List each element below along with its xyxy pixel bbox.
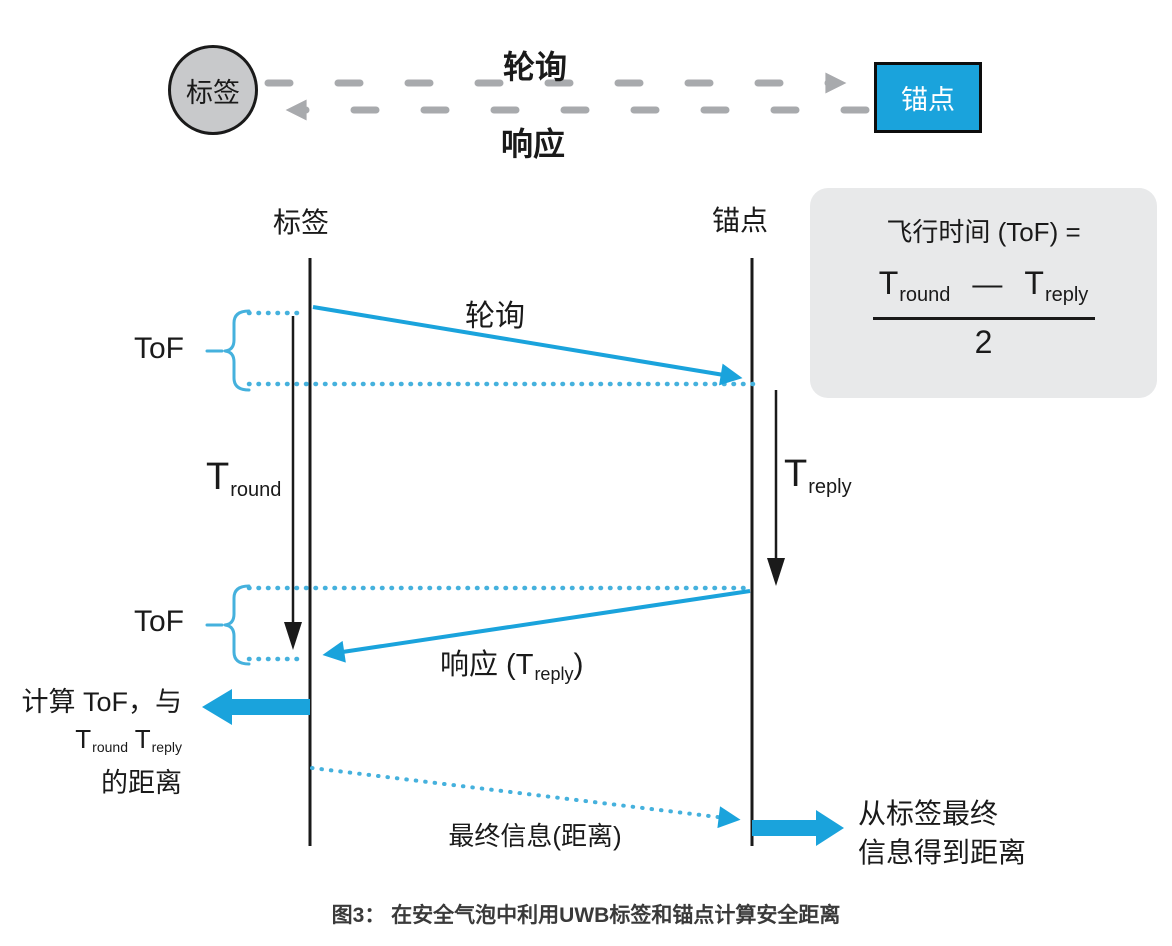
poll-arrow-label: 轮询 bbox=[465, 300, 525, 333]
distance-result-arrow bbox=[752, 810, 844, 846]
tof2-brace bbox=[205, 584, 251, 666]
tag-lifeline-header: 标签 bbox=[272, 207, 329, 238]
callout-t-round-sub: round bbox=[92, 739, 128, 755]
final-message-label: 最终信息(距离) bbox=[448, 821, 622, 851]
tag-node: 标签 bbox=[168, 45, 258, 135]
formula-minus-sign: — bbox=[972, 268, 1003, 301]
callout-t-reply-sub: reply bbox=[151, 739, 182, 755]
t-round-label: Tround bbox=[206, 456, 282, 501]
anchor-lifeline-header: 锚点 bbox=[711, 205, 768, 236]
compute-tof-callout: 计算 ToF，与 Tround Treply 的距离 bbox=[0, 684, 182, 802]
formula-t-round: Tround bbox=[878, 265, 951, 306]
t-reply-arrowhead bbox=[767, 558, 785, 586]
final-message-dotted-arrow bbox=[310, 766, 741, 829]
top-poll-label: 轮询 bbox=[502, 49, 567, 85]
response-message-arrow bbox=[322, 589, 751, 663]
poll-message-arrow bbox=[312, 305, 743, 386]
compute-tof-line1: 计算 ToF，与 bbox=[21, 687, 182, 717]
distance-result-line2: 信息得到距离 bbox=[858, 837, 1027, 868]
tof-label-top: ToF bbox=[133, 332, 184, 365]
anchor-node-label: 锚点 bbox=[901, 85, 955, 115]
tof-formula-box: 飞行时间 (ToF) = Tround — Treply 2 bbox=[810, 188, 1157, 398]
t-reply-sub: reply bbox=[808, 476, 852, 498]
top-response-label: 响应 bbox=[500, 126, 565, 162]
formula-title: 飞行时间 (ToF) = bbox=[886, 217, 1081, 247]
t-round-arrowhead bbox=[284, 622, 302, 650]
distance-result-line1: 从标签最终 bbox=[858, 798, 999, 829]
t-round-sub: round bbox=[230, 479, 282, 501]
formula-fraction-bar bbox=[872, 317, 1095, 320]
formula-t-reply-sub: reply bbox=[1044, 284, 1089, 306]
formula-numerator: Tround — Treply bbox=[810, 265, 1157, 307]
tof-label-bottom: ToF bbox=[133, 605, 184, 638]
tof1-brace bbox=[205, 309, 251, 392]
figure-caption: 图3： 在安全气泡中利用UWB标签和锚点计算安全距离 bbox=[331, 904, 841, 927]
compute-tof-line2: Tround Treply bbox=[75, 724, 182, 755]
t-reply-label: Treply bbox=[784, 453, 852, 498]
response-label-sub: reply bbox=[534, 664, 574, 684]
formula-t-round-sub: round bbox=[899, 284, 951, 306]
compute-tof-arrow bbox=[202, 689, 310, 725]
formula-denominator: 2 bbox=[974, 324, 993, 360]
tag-node-label: 标签 bbox=[186, 77, 240, 108]
formula-t-reply: Treply bbox=[1024, 265, 1089, 306]
anchor-node: 锚点 bbox=[874, 62, 982, 133]
compute-tof-line3: 的距离 bbox=[101, 768, 182, 798]
distance-result-callout: 从标签最终 信息得到距离 bbox=[858, 794, 1026, 872]
response-arrow-label: 响应 (Treply) bbox=[440, 648, 584, 684]
